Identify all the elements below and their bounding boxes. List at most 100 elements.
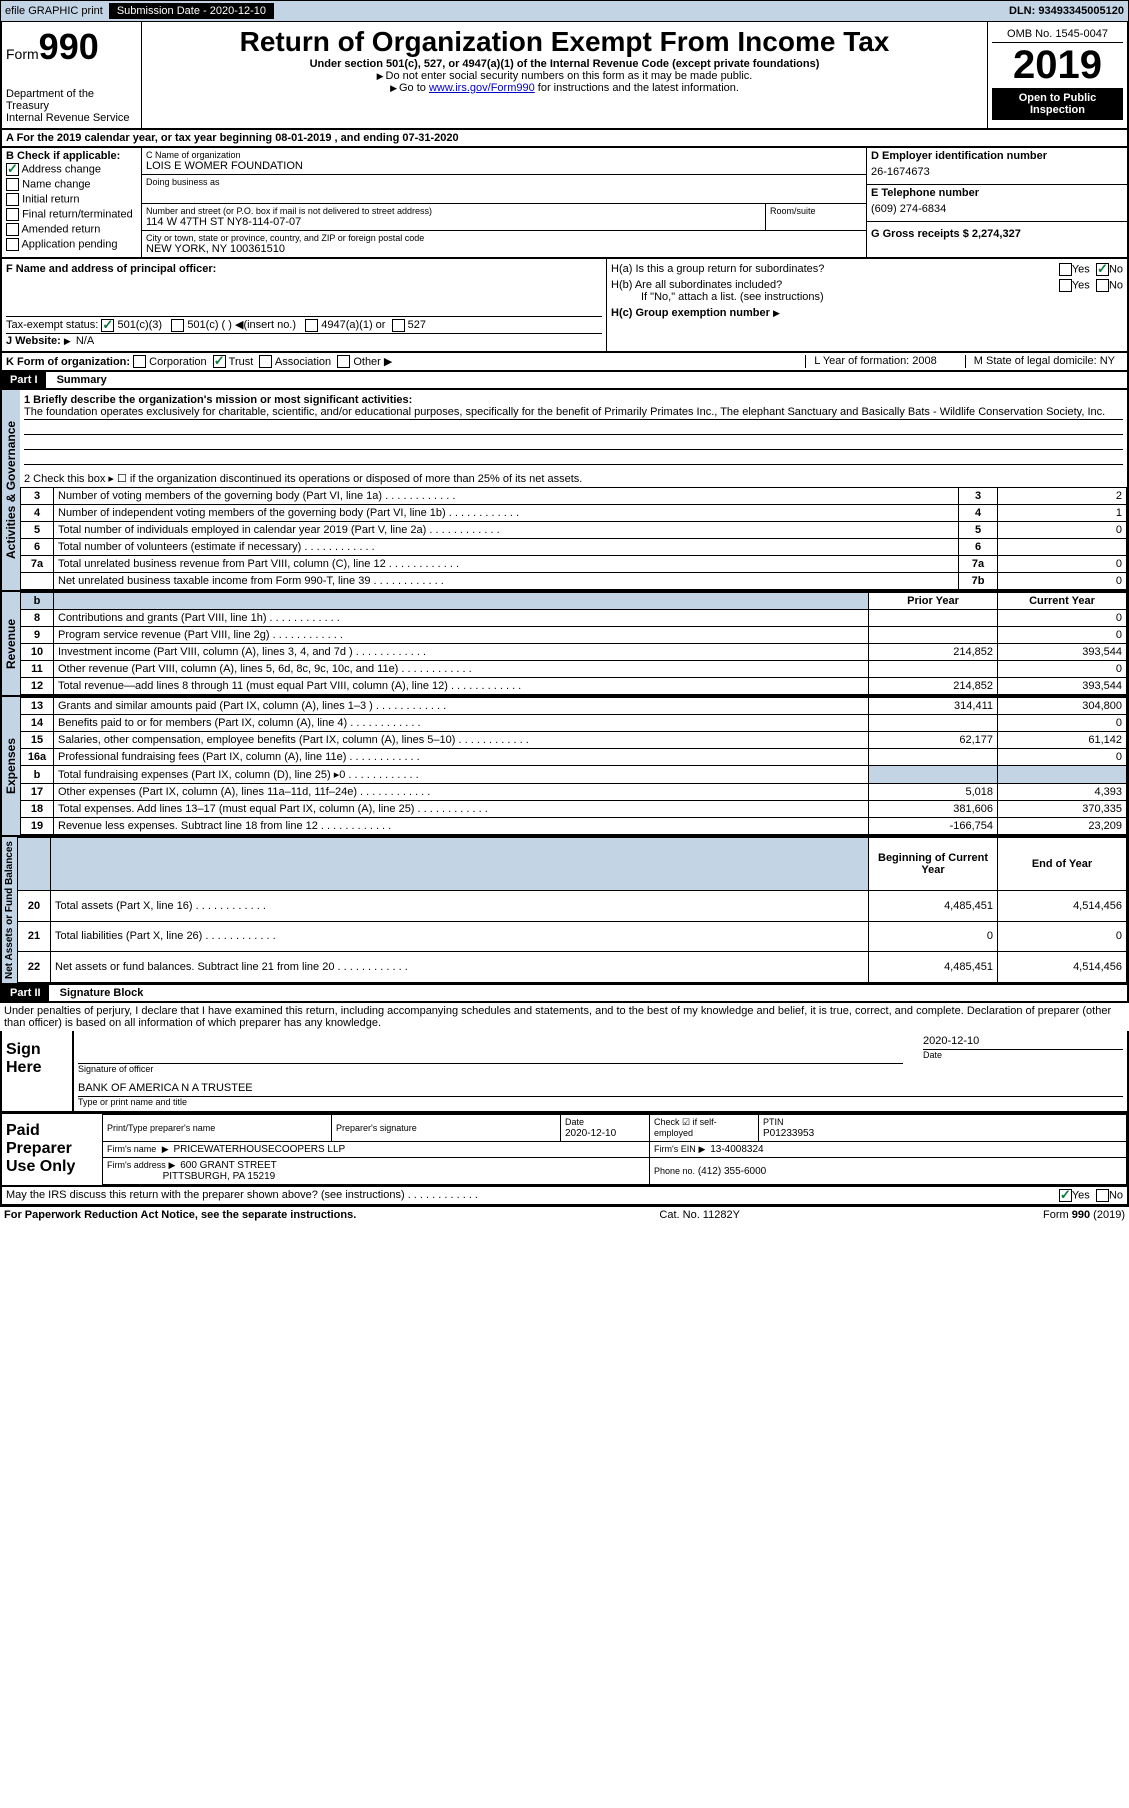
open-public: Open to Public Inspection: [992, 88, 1123, 120]
expenses-label: Expenses: [2, 697, 20, 835]
type-name-label: Type or print name and title: [78, 1096, 1123, 1107]
sig-date-value: 2020-12-10: [923, 1035, 1123, 1047]
form-subtitle: Under section 501(c), 527, or 4947(a)(1)…: [146, 58, 983, 70]
form-header: Form990 Department of the Treasury Inter…: [0, 22, 1129, 130]
phone: (609) 274-6834: [871, 199, 1123, 219]
checkbox-discuss-no[interactable]: [1096, 1189, 1109, 1202]
paid-preparer-section: Paid Preparer Use Only Print/Type prepar…: [0, 1113, 1129, 1187]
revenue-section: Revenue bPrior YearCurrent Year8Contribu…: [0, 592, 1129, 697]
tax-exempt-row: Tax-exempt status: 501(c)(3) 501(c) ( ) …: [6, 318, 602, 332]
info-grid: B Check if applicable: Address change Na…: [0, 148, 1129, 259]
part1-header-row: Part I Summary: [0, 372, 1129, 390]
form990-link[interactable]: www.irs.gov/Form990: [429, 82, 535, 94]
table-row: 7aTotal unrelated business revenue from …: [21, 556, 1127, 573]
checkbox-address-change[interactable]: [6, 163, 19, 176]
table-row: 21Total liabilities (Part X, line 26)00: [18, 921, 1127, 952]
checkbox-amended[interactable]: [6, 223, 19, 236]
box-b: B Check if applicable: Address change Na…: [2, 148, 142, 257]
org-name: LOIS E WOMER FOUNDATION: [146, 160, 862, 172]
org-address: 114 W 47TH ST NY8-114-07-07: [146, 216, 761, 228]
footer-left: For Paperwork Reduction Act Notice, see …: [4, 1209, 356, 1221]
form-note2: Go to www.irs.gov/Form990 for instructio…: [146, 82, 983, 94]
checkbox-name-change[interactable]: [6, 178, 19, 191]
checkbox-trust[interactable]: [213, 355, 226, 368]
line2: 2 Check this box ▸ ☐ if the organization…: [20, 470, 1127, 487]
checkbox-4947[interactable]: [305, 319, 318, 332]
checkbox-ha-yes[interactable]: [1059, 263, 1072, 276]
table-row: 5Total number of individuals employed in…: [21, 522, 1127, 539]
sig-officer-line: Signature of officer: [78, 1063, 903, 1074]
firm-addr2: PITTSBURGH, PA 15219: [163, 1171, 276, 1182]
klm-row: K Form of organization: Corporation Trus…: [0, 353, 1129, 373]
footer: For Paperwork Reduction Act Notice, see …: [0, 1206, 1129, 1223]
table-row: 13Grants and similar amounts paid (Part …: [21, 698, 1127, 715]
officer-name: BANK OF AMERICA N A TRUSTEE: [78, 1082, 1123, 1094]
ein: 26-1674673: [871, 162, 1123, 182]
checkbox-501c3[interactable]: [101, 319, 114, 332]
mission-text: The foundation operates exclusively for …: [24, 406, 1105, 418]
table-row: 4Number of independent voting members of…: [21, 505, 1127, 522]
submission-date-button[interactable]: Submission Date - 2020-12-10: [109, 3, 274, 19]
form-number: Form990: [6, 26, 137, 68]
table-row: 15Salaries, other compensation, employee…: [21, 732, 1127, 749]
irs-label: Internal Revenue Service: [6, 112, 137, 124]
box-deg: D Employer identification number 26-1674…: [867, 148, 1127, 257]
form-note1: Do not enter social security numbers on …: [146, 70, 983, 82]
checkbox-app-pending[interactable]: [6, 238, 19, 251]
period-row: A For the 2019 calendar year, or tax yea…: [0, 130, 1129, 148]
preparer-table: Print/Type preparer's name Preparer's si…: [102, 1114, 1127, 1185]
checkbox-other[interactable]: [337, 355, 350, 368]
sig-date-label: Date: [923, 1049, 1123, 1060]
mission-label: 1 Briefly describe the organization's mi…: [24, 394, 412, 406]
table-row: 14Benefits paid to or for members (Part …: [21, 715, 1127, 732]
netassets-table: Beginning of Current YearEnd of Year20To…: [17, 837, 1127, 983]
checkbox-final-return[interactable]: [6, 208, 19, 221]
form-title: Return of Organization Exempt From Incom…: [146, 26, 983, 58]
part1-body: Activities & Governance 1 Briefly descri…: [0, 390, 1129, 592]
checkbox-ha-no[interactable]: [1096, 263, 1109, 276]
omb-label: OMB No. 1545-0047: [992, 26, 1123, 43]
gross-receipts: G Gross receipts $ 2,274,327: [871, 228, 1021, 240]
part2-header-row: Part II Signature Block: [0, 985, 1129, 1003]
table-row: 17Other expenses (Part IX, column (A), l…: [21, 784, 1127, 801]
revenue-table: bPrior YearCurrent Year8Contributions an…: [20, 592, 1127, 695]
table-row: 6Total number of volunteers (estimate if…: [21, 539, 1127, 556]
table-row: 22Net assets or fund balances. Subtract …: [18, 952, 1127, 983]
netassets-label: Net Assets or Fund Balances: [2, 837, 17, 983]
sign-here-section: Sign Here Signature of officer 2020-12-1…: [0, 1031, 1129, 1113]
checkbox-assoc[interactable]: [259, 355, 272, 368]
table-row: 19Revenue less expenses. Subtract line 1…: [21, 818, 1127, 835]
fh-grid: F Name and address of principal officer:…: [0, 259, 1129, 353]
netassets-section: Net Assets or Fund Balances Beginning of…: [0, 837, 1129, 985]
website-row: J Website: N/A: [6, 335, 602, 347]
table-row: 8Contributions and grants (Part VIII, li…: [21, 610, 1127, 627]
hb-note: If "No," attach a list. (see instruction…: [611, 291, 1123, 303]
governance-label: Activities & Governance: [2, 390, 20, 590]
table-row: 11Other revenue (Part VIII, column (A), …: [21, 661, 1127, 678]
checkbox-discuss-yes[interactable]: [1059, 1189, 1072, 1202]
revenue-label: Revenue: [2, 592, 20, 695]
efile-label: efile GRAPHIC print: [5, 5, 103, 17]
box-f: F Name and address of principal officer:: [6, 263, 602, 275]
checkbox-527[interactable]: [392, 319, 405, 332]
governance-table: 3Number of voting members of the governi…: [20, 487, 1127, 590]
firm-phone: (412) 355-6000: [698, 1166, 766, 1177]
hc-row: H(c) Group exemption number: [611, 307, 1123, 319]
tax-year: 2019: [992, 43, 1123, 88]
checkbox-hb-yes[interactable]: [1059, 279, 1072, 292]
checkbox-initial-return[interactable]: [6, 193, 19, 206]
expenses-section: Expenses 13Grants and similar amounts pa…: [0, 697, 1129, 837]
table-row: bTotal fundraising expenses (Part IX, co…: [21, 766, 1127, 784]
checkbox-501c[interactable]: [171, 319, 184, 332]
checkbox-corp[interactable]: [133, 355, 146, 368]
footer-mid: Cat. No. 11282Y: [659, 1209, 740, 1221]
table-row: 3Number of voting members of the governi…: [21, 488, 1127, 505]
part1-header: Part I: [2, 372, 46, 388]
org-city: NEW YORK, NY 100361510: [146, 243, 862, 255]
checkbox-hb-no[interactable]: [1096, 279, 1109, 292]
dln-label: DLN: 93493345005120: [1009, 5, 1124, 17]
table-row: Net unrelated business taxable income fr…: [21, 573, 1127, 590]
firm-addr1: 600 GRANT STREET: [180, 1160, 277, 1171]
paid-preparer-label: Paid Preparer Use Only: [2, 1114, 102, 1185]
hb-row: H(b) Are all subordinates included? Yes …: [611, 279, 1123, 291]
